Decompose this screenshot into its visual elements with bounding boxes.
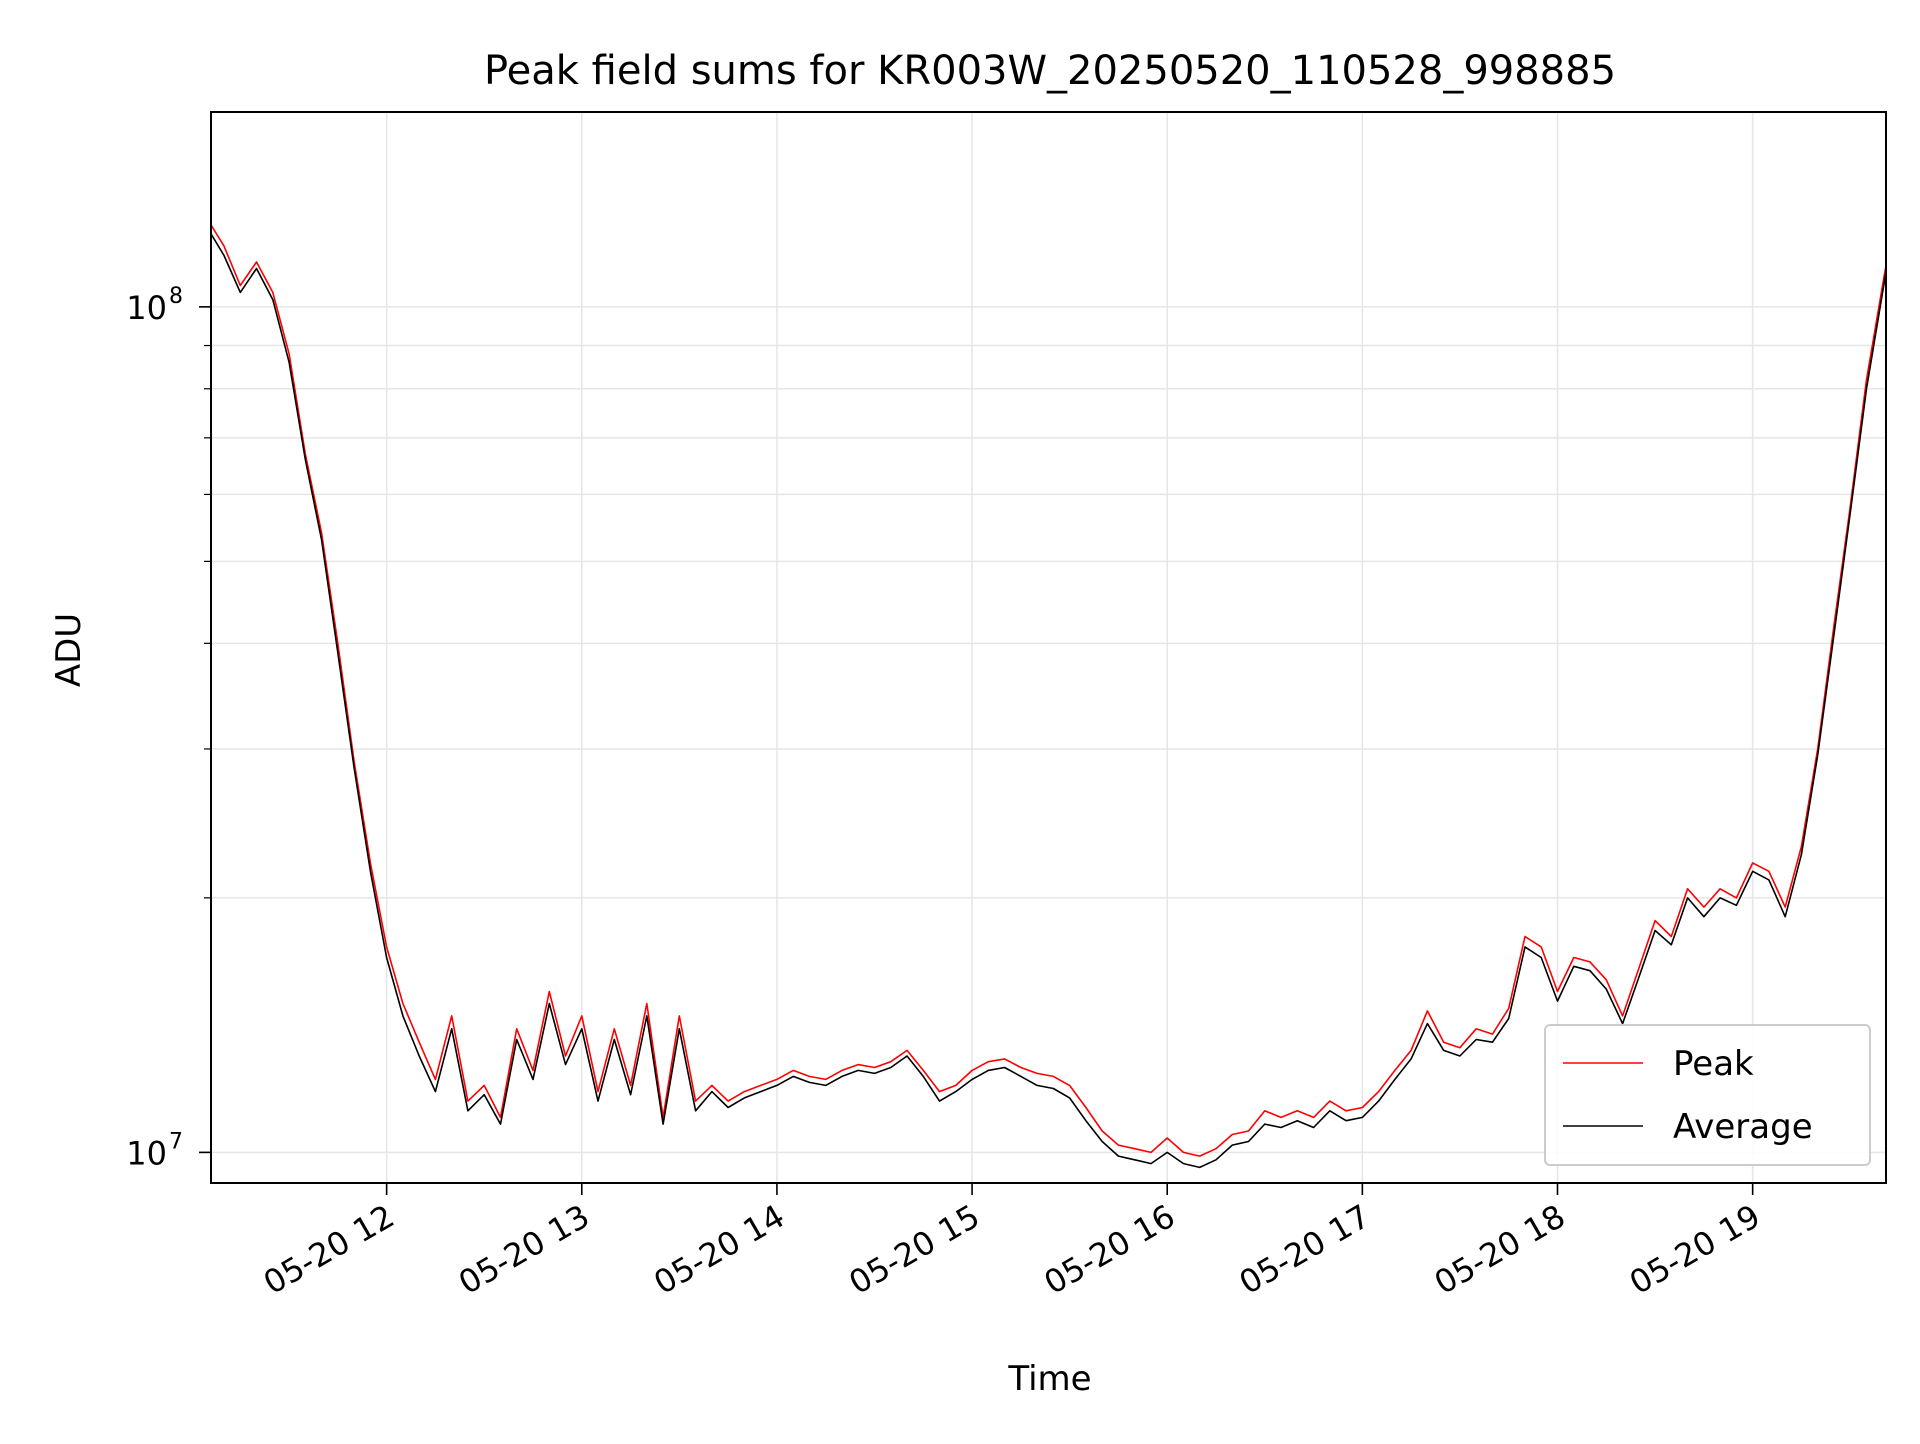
y-tick-base: 10 <box>126 1134 167 1172</box>
series-lines <box>211 224 1886 1169</box>
y-tick-label: 10 8 <box>126 284 183 327</box>
series-line-peak <box>211 224 1886 1157</box>
x-axis-label: Time <box>1007 1359 1091 1399</box>
plot-frame <box>210 111 1887 1184</box>
series-line-average <box>211 233 1886 1169</box>
legend-label-average: Average <box>1673 1107 1813 1147</box>
legend: Peak Average <box>1544 1024 1871 1166</box>
y-tick-exponent: 8 <box>169 284 183 309</box>
grid-lines <box>211 112 1886 1183</box>
y-tick-label: 10 7 <box>126 1129 183 1172</box>
y-axis-label: ADU <box>49 613 89 687</box>
legend-label-peak: Peak <box>1673 1044 1754 1084</box>
legend-box <box>1544 1024 1871 1166</box>
chart-title: Peak field sums for KR003W_20250520_1105… <box>484 48 1616 94</box>
y-tick-base: 10 <box>126 289 167 327</box>
y-tick-exponent: 7 <box>169 1129 183 1154</box>
plot-area <box>211 112 1886 1183</box>
